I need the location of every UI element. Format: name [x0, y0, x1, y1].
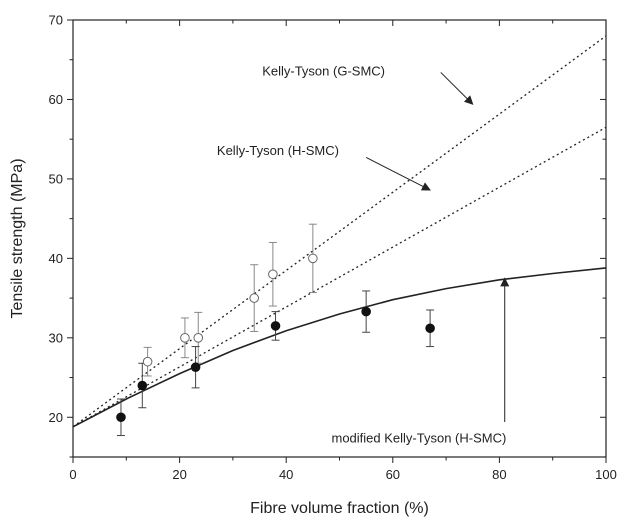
- data-point-open: [193, 333, 204, 343]
- series-line-2: [72, 35, 607, 428]
- annotations: Kelly-Tyson (G-SMC) Kelly-Tyson (H-SMC) mo…: [217, 64, 510, 446]
- x-tick-label: 20: [172, 467, 186, 482]
- x-axis-title: Fibre volume fraction (%): [250, 500, 429, 517]
- x-tick-label: 100: [595, 467, 617, 482]
- data-point-open: [268, 269, 278, 280]
- data-point-filled: [425, 323, 435, 334]
- annotation-arrow-1: [365, 157, 431, 191]
- data-point-filled: [361, 306, 371, 317]
- y-tick-label: 20: [49, 410, 63, 425]
- data-point-filled: [116, 412, 126, 423]
- annotation-label-1: Kelly-Tyson (H-SMC): [217, 143, 339, 158]
- y-tick-label: 60: [49, 92, 63, 107]
- data-point-open: [180, 333, 190, 343]
- data-point-open: [308, 253, 318, 264]
- series-lines: [72, 35, 607, 428]
- y-tick-label: 70: [49, 13, 63, 28]
- y-tick-label: 40: [49, 251, 63, 266]
- annotation-arrow-0: [440, 72, 474, 105]
- x-tick-label: 0: [69, 467, 76, 482]
- y-axis-title: Tensile strength (MPa): [9, 158, 26, 318]
- x-tick-label: 80: [492, 467, 506, 482]
- axes: 0 20 40 60 80 100 20 30 40 50 60 70: [49, 13, 617, 483]
- x-tick-label: 60: [386, 467, 400, 482]
- data-point-open: [249, 293, 260, 303]
- data-points: [116, 253, 435, 423]
- series-line-4: [72, 267, 607, 428]
- annotation-label-2: modified Kelly-Tyson (H-SMC): [332, 431, 507, 446]
- data-point-filled: [270, 321, 281, 331]
- y-tick-label: 50: [49, 171, 63, 186]
- data-point-open: [142, 356, 153, 367]
- series-line-3: [72, 126, 607, 428]
- annotation-label-0: Kelly-Tyson (G-SMC): [262, 64, 385, 79]
- y-tick-label: 30: [49, 330, 63, 345]
- x-tick-label: 40: [279, 467, 293, 482]
- data-point-filled: [190, 362, 201, 373]
- data-point-filled: [137, 380, 148, 391]
- plot-frame: [72, 19, 607, 458]
